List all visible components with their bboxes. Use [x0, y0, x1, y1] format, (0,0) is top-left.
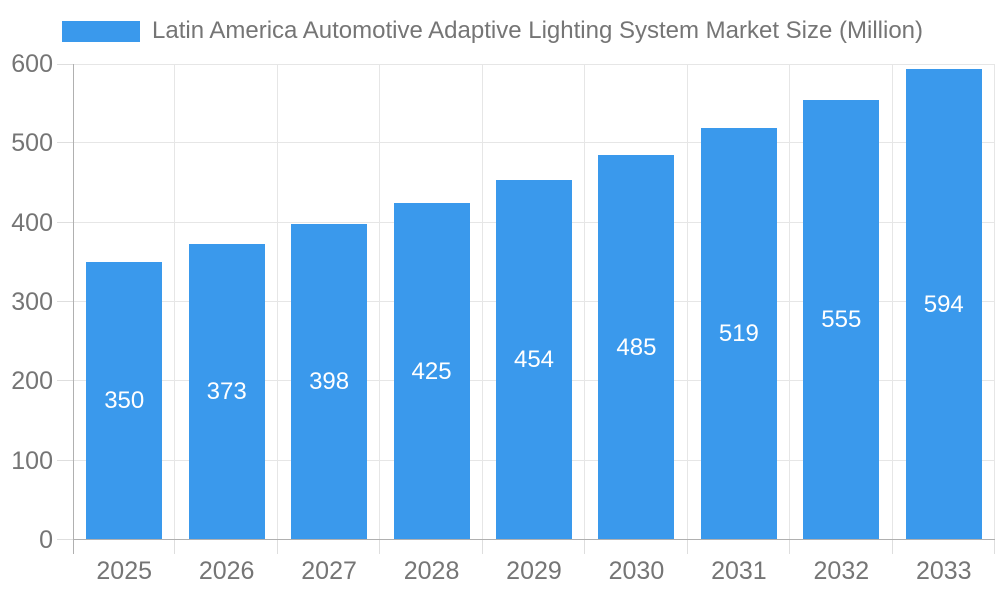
chart-title: Latin America Automotive Adaptive Lighti…	[152, 17, 924, 44]
x-tick-label: 2028	[403, 557, 460, 585]
gridline-x	[686, 64, 688, 540]
bar-value-label: 398	[309, 368, 350, 395]
bar[interactable]	[86, 262, 163, 540]
gridline-x	[994, 64, 995, 540]
x-tick-label: 2030	[608, 557, 665, 585]
bar[interactable]	[496, 180, 572, 540]
x-tick-label: 2026	[198, 557, 255, 585]
y-tick	[57, 221, 73, 223]
x-tick-label: 2031	[711, 557, 767, 585]
bar[interactable]	[188, 244, 265, 540]
bar-value-label: 555	[821, 306, 862, 333]
x-tick	[584, 540, 586, 554]
x-tick	[276, 540, 278, 554]
bar[interactable]	[905, 69, 982, 540]
x-tick-label: 2025	[96, 557, 153, 585]
bar[interactable]	[393, 203, 470, 540]
y-tick	[57, 142, 73, 144]
gridline-y	[73, 64, 995, 65]
x-tick	[686, 540, 688, 554]
bar-value-label: 485	[616, 333, 657, 361]
y-tick-label: 100	[11, 446, 53, 475]
legend[interactable]: Latin America Automotive Adaptive Lighti…	[62, 16, 923, 46]
x-tick	[481, 540, 483, 554]
bar[interactable]	[598, 155, 675, 540]
x-tick-label: 2029	[506, 557, 562, 585]
y-tick-label: 600	[11, 50, 53, 78]
bar-value-label: 519	[718, 320, 759, 347]
y-tick	[57, 301, 73, 302]
gridline-x	[174, 64, 176, 540]
y-tick	[57, 64, 73, 65]
y-tick-label: 300	[11, 288, 53, 316]
x-tick-label: 2033	[915, 557, 972, 585]
bar[interactable]	[803, 100, 880, 540]
x-tick	[789, 540, 791, 554]
bar-value-label: 454	[513, 346, 555, 373]
bar-value-label: 594	[923, 290, 964, 318]
bar-value-label: 350	[104, 387, 145, 414]
x-tick	[379, 540, 381, 554]
gridline-x	[789, 64, 791, 540]
x-tick	[174, 540, 176, 554]
gridline-y	[73, 142, 995, 144]
bar[interactable]	[291, 224, 368, 540]
gridline-x	[379, 64, 381, 540]
bar-value-label: 425	[411, 357, 452, 385]
plot-area: 350 373 398 425 454 485 519 555 594	[57, 64, 995, 554]
y-tick-label: 200	[11, 367, 53, 396]
y-tick	[57, 539, 73, 540]
bar-value-label: 373	[206, 378, 247, 405]
x-tick	[891, 540, 893, 554]
y-tick	[57, 459, 73, 461]
gridline-x	[584, 64, 586, 540]
gridline-x	[891, 64, 893, 540]
y-tick-label: 0	[39, 526, 53, 554]
legend-swatch-icon	[62, 20, 140, 42]
x-tick-label: 2032	[813, 557, 870, 585]
x-tick-label: 2027	[301, 557, 357, 585]
y-tick-label: 500	[11, 129, 53, 158]
y-axis-line	[73, 64, 74, 554]
y-tick-label: 400	[11, 208, 53, 237]
gridline-x	[481, 64, 483, 540]
x-tick	[994, 540, 995, 554]
bar[interactable]	[700, 128, 777, 540]
gridline-x	[276, 64, 278, 540]
y-tick	[57, 380, 73, 382]
x-axis-line	[73, 539, 995, 540]
